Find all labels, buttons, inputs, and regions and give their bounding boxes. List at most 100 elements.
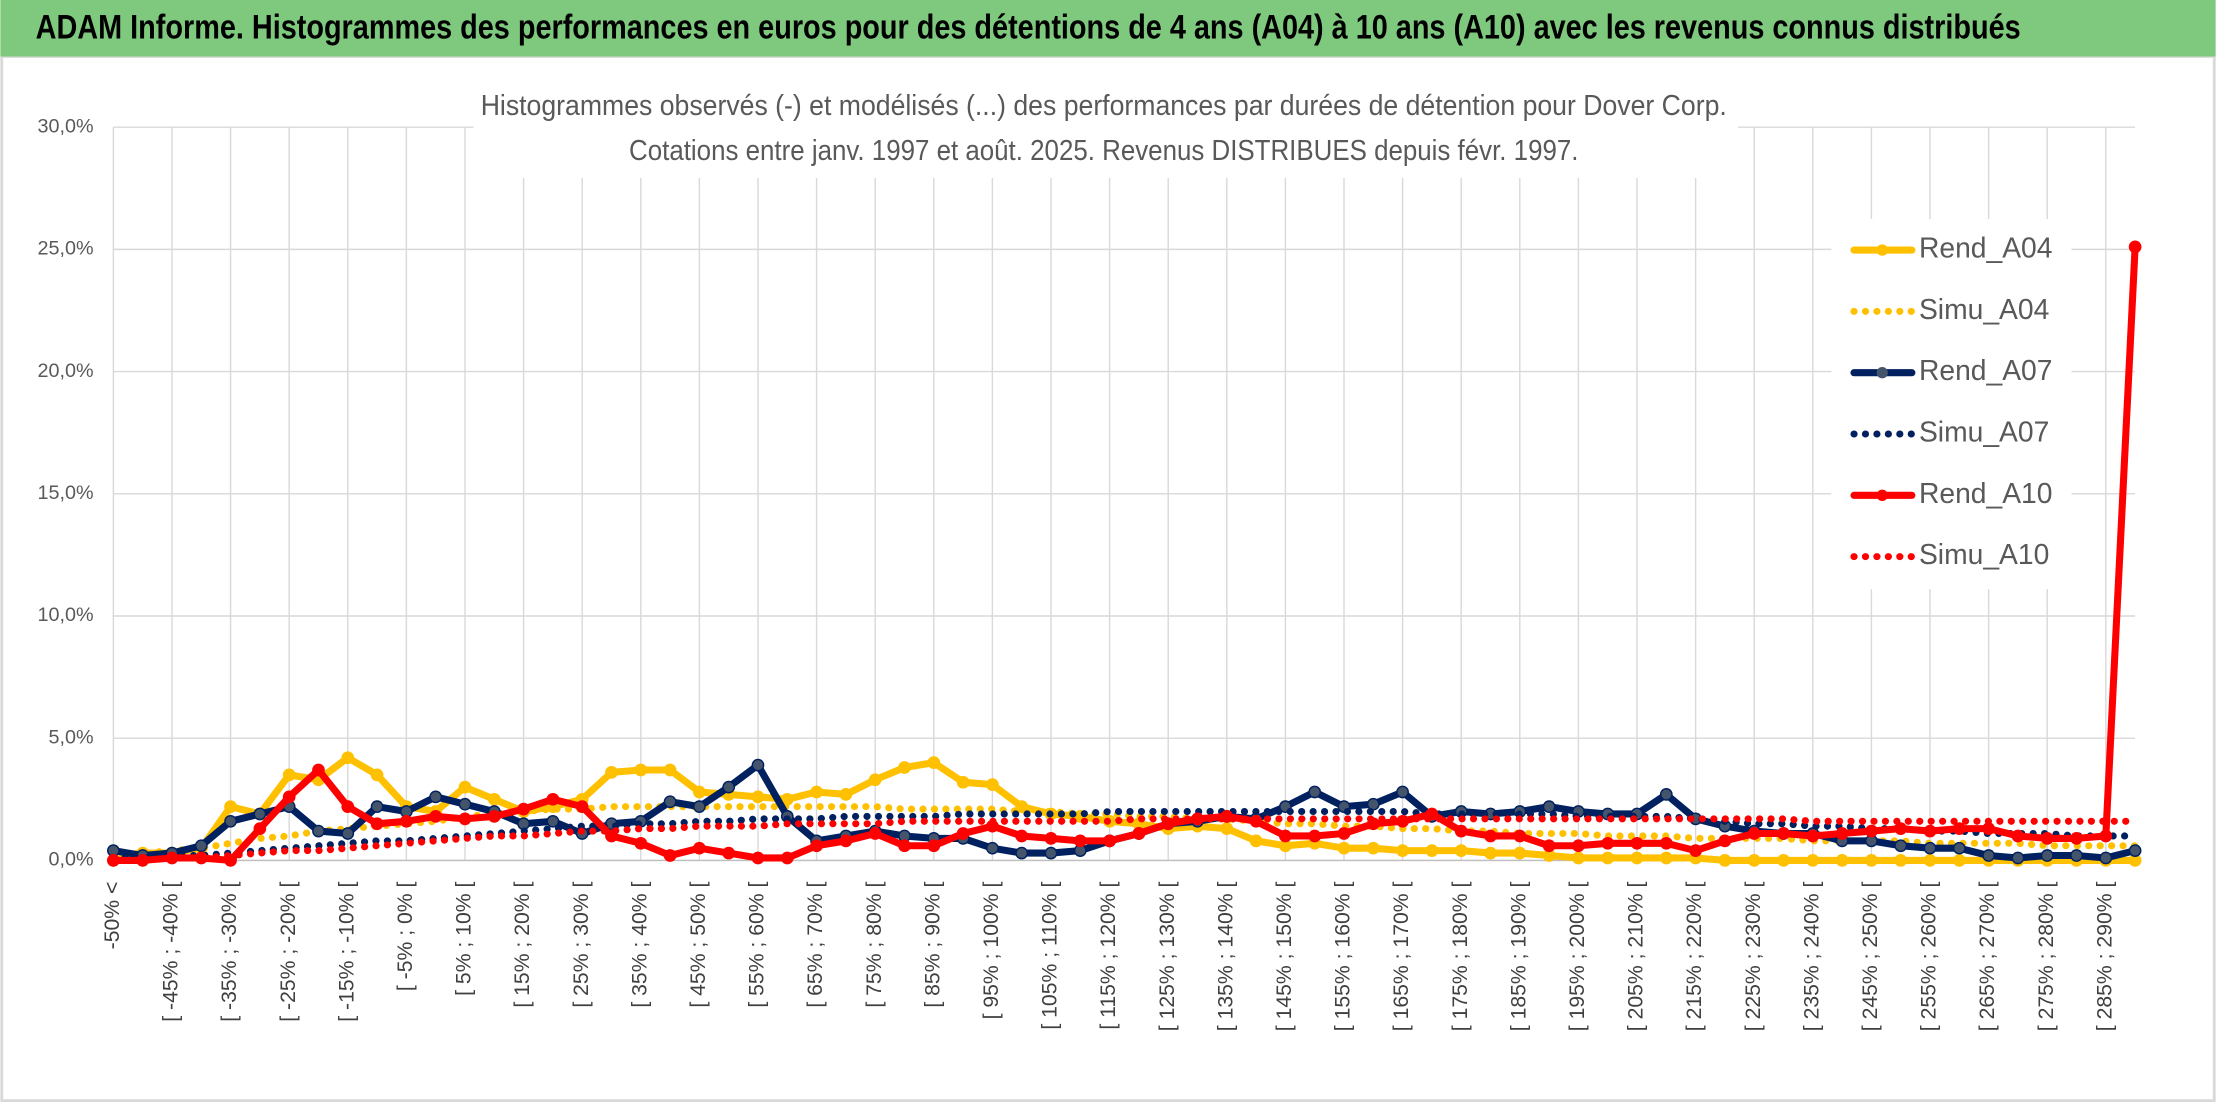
- chart-title: Histogrammes observés (-) et modélisés (…: [481, 89, 1727, 121]
- series-marker: [1396, 844, 1409, 857]
- x-tick-label: [ 115% ; 120% [: [1097, 881, 1120, 1029]
- series-marker: [1806, 829, 1820, 843]
- x-tick-label: [ 15% ; 20% [: [511, 881, 534, 1007]
- series-marker: [927, 839, 941, 853]
- series-marker: [2011, 829, 2025, 843]
- legend-label: Simu_A04: [1919, 293, 2049, 325]
- x-tick-label: [ 55% ; 60% [: [746, 881, 769, 1007]
- x-tick-label: [ 65% ; 70% [: [804, 881, 827, 1007]
- series-marker: [2011, 851, 2025, 865]
- series-marker: [751, 851, 765, 865]
- x-tick-label: [ 195% ; 200% [: [1566, 881, 1589, 1031]
- series-marker: [663, 849, 677, 862]
- legend-label: Rend_A07: [1919, 354, 2053, 386]
- series-marker: [429, 810, 443, 823]
- y-tick-label: 30,0%: [38, 115, 94, 137]
- series-marker: [575, 800, 589, 813]
- legend-label: Rend_A04: [1919, 232, 2053, 264]
- series-marker: [429, 790, 443, 804]
- series-marker: [2070, 849, 2083, 862]
- x-tick-label: [ 35% ; 40% [: [628, 881, 651, 1007]
- series-marker: [341, 827, 355, 840]
- x-tick-label: [ -45% ; -40% [: [160, 881, 183, 1021]
- chart-subtitle: Cotations entre janv. 1997 et août. 2025…: [629, 134, 1578, 166]
- series-marker: [1952, 854, 1966, 867]
- series-marker: [810, 785, 823, 799]
- series-marker: [693, 785, 706, 799]
- series-marker: [1337, 827, 1351, 840]
- x-tick-label: [ 135% ; 140% [: [1214, 881, 1237, 1031]
- series-marker: [868, 773, 882, 787]
- series-marker: [1396, 785, 1409, 799]
- x-tick-label: [ 25% ; 30% [: [570, 881, 593, 1007]
- x-tick-label: [ 175% ; 180% [: [1449, 881, 1472, 1031]
- x-tick-label: [ 145% ; 150% [: [1273, 881, 1296, 1031]
- series-marker: [341, 800, 355, 813]
- series-marker: [1865, 854, 1878, 867]
- series-marker: [1894, 854, 1908, 867]
- y-tick-label: 10,0%: [38, 604, 94, 626]
- series-marker: [2070, 832, 2083, 845]
- x-tick-label: [ 225% ; 230% [: [1742, 881, 1765, 1031]
- series-marker: [956, 827, 970, 840]
- series-marker: [312, 763, 325, 777]
- series-marker: [1659, 851, 1673, 865]
- x-tick-label: [ 165% ; 170% [: [1390, 881, 1413, 1031]
- series-marker: [693, 841, 706, 855]
- series-marker: [2099, 851, 2113, 865]
- series-marker: [2128, 844, 2142, 857]
- x-tick-label: [ -5% ; 0% [: [394, 881, 417, 991]
- x-tick-label: -50% <: [101, 882, 124, 950]
- series-marker: [927, 756, 941, 769]
- series-marker: [634, 836, 648, 850]
- series-marker: [898, 761, 911, 774]
- x-tick-label: [ 125% ; 130% [: [1156, 881, 1179, 1031]
- series-marker: [1308, 829, 1322, 843]
- x-tick-label: [ -35% ; -30% [: [218, 881, 241, 1021]
- series-marker: [1894, 839, 1908, 853]
- series-marker: [634, 763, 648, 777]
- series-marker: [282, 790, 296, 804]
- series-marker: [751, 758, 765, 772]
- y-tick-label: 0,0%: [49, 849, 94, 871]
- series-marker: [1337, 841, 1351, 855]
- series-marker: [898, 839, 911, 853]
- x-tick-label: [ 45% ; 50% [: [687, 881, 710, 1007]
- series-marker: [2099, 829, 2113, 843]
- series-marker: [458, 797, 472, 811]
- x-tick-label: [ 105% ; 110% [: [1039, 881, 1062, 1029]
- series-marker: [1484, 846, 1497, 860]
- series-marker: [253, 807, 267, 821]
- x-tick-label: [ 255% ; 260% [: [1918, 881, 1941, 1031]
- series-marker: [1806, 854, 1820, 867]
- series-marker: [1835, 827, 1849, 840]
- series-marker: [1015, 829, 1029, 843]
- series-marker: [1630, 851, 1644, 865]
- series-marker: [1572, 851, 1585, 865]
- series-marker: [370, 768, 384, 782]
- series-line: [109, 243, 2139, 864]
- series-marker: [1044, 832, 1058, 845]
- series-marker: [1308, 785, 1322, 799]
- x-tick-label: [ 155% ; 160% [: [1332, 881, 1355, 1031]
- series-marker: [1952, 841, 1966, 855]
- y-tick-label: 15,0%: [38, 482, 94, 504]
- series-marker: [1777, 854, 1790, 867]
- series-marker: [341, 751, 355, 765]
- y-tick-label: 5,0%: [49, 726, 94, 748]
- series-marker: [370, 800, 384, 813]
- series-marker: [605, 766, 618, 779]
- series-marker: [1747, 854, 1761, 867]
- series-marker: [2128, 240, 2142, 254]
- series-marker: [1835, 854, 1849, 867]
- series-marker: [458, 780, 472, 794]
- series-marker: [810, 839, 823, 853]
- series-marker: [1718, 834, 1732, 848]
- series-marker: [1777, 827, 1790, 840]
- legend-label: Simu_A10: [1919, 538, 2049, 570]
- series-marker: [1484, 829, 1497, 843]
- x-tick-label: [ 85% ; 90% [: [921, 881, 944, 1007]
- series-marker: [2040, 849, 2054, 862]
- series-marker: [1454, 844, 1468, 857]
